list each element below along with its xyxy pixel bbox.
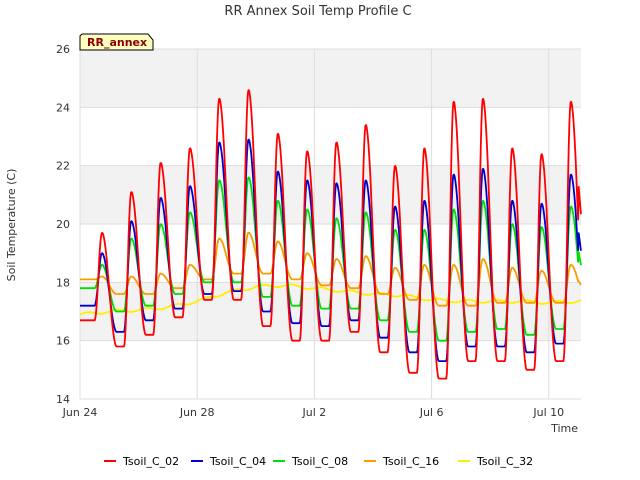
y-tick-label: 20 [56,218,70,231]
y-tick-label: 14 [56,393,70,406]
legend-label: Tsoil_C_16 [382,455,439,468]
chart-title: RR Annex Soil Temp Profile C [224,4,411,19]
grid-lines [79,48,581,400]
y-tick-label: 24 [56,101,70,114]
y-axis-ticks: 14 16 18 20 22 24 26 [56,43,70,406]
x-tick-label: Jul 6 [419,406,444,419]
legend-label: Tsoil_C_04 [209,455,266,468]
series-line-Tsoil_C_16 [79,231,582,307]
legend-label: Tsoil_C_02 [122,455,179,468]
legend: Tsoil_C_02 Tsoil_C_04 Tsoil_C_08 Tsoil_C_16… [104,455,533,468]
plot-band [80,49,581,108]
x-axis-ticks: Jun 24 Jun 28 Jul 2 Jul 6 Jul 10 [62,406,565,419]
y-tick-label: 26 [56,43,70,56]
site-badge: RR_annex [79,33,154,51]
legend-label: Tsoil_C_08 [291,455,348,468]
y-tick-label: 22 [56,160,70,173]
plot-band [80,165,581,224]
y-tick-label: 16 [56,335,70,348]
site-badge-label: RR_annex [87,36,147,49]
x-tick-label: Jul 2 [302,406,327,419]
x-tick-label: Jul 10 [532,406,564,419]
x-tick-label: Jun 24 [62,406,98,419]
y-axis-label: Soil Temperature (C) [5,169,18,282]
site-badge-box [79,33,154,51]
y-tick-label: 18 [56,276,70,289]
legend-label: Tsoil_C_32 [476,455,533,468]
x-axis-label: Time [550,422,578,435]
x-tick-label: Jun 28 [179,406,215,419]
series-line-Tsoil_C_02 [79,89,582,380]
series-lines [79,89,582,380]
